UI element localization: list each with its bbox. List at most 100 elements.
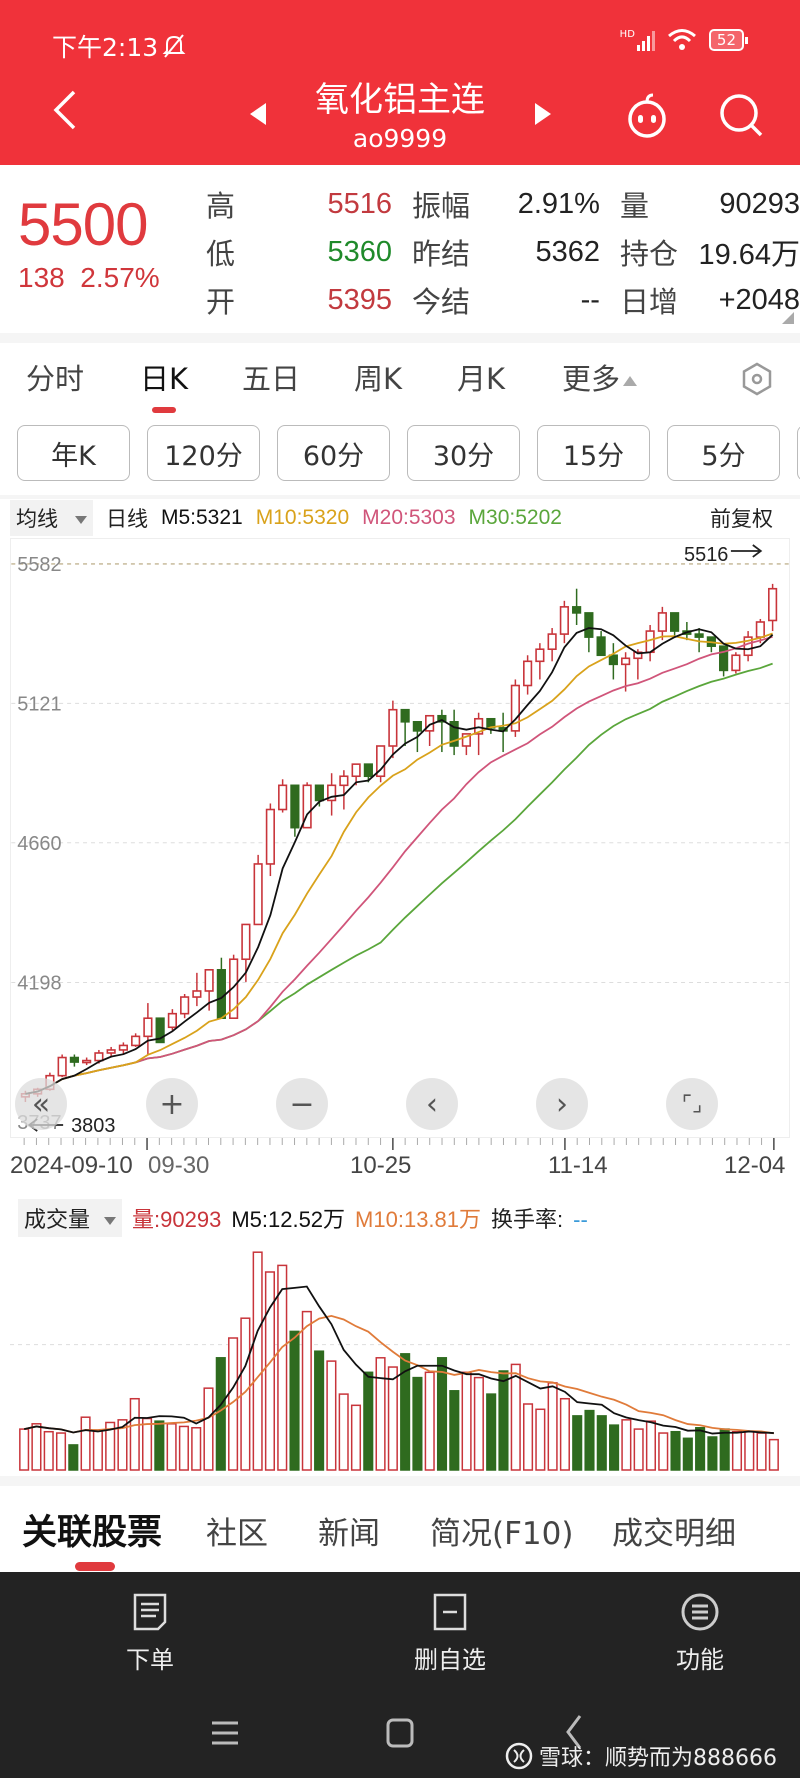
today-settle-value: -- xyxy=(580,283,600,316)
svg-text:4198: 4198 xyxy=(17,972,61,994)
volume-m5: M5:12.52万 xyxy=(231,1207,346,1232)
low-value: 5360 xyxy=(327,235,392,268)
expand-quote-icon[interactable] xyxy=(782,312,794,324)
period-year-k[interactable]: 年K xyxy=(17,425,130,481)
volume-value: 量:90293 xyxy=(132,1207,222,1232)
robot-assistant-icon[interactable] xyxy=(622,92,672,138)
battery-icon: 52 xyxy=(708,29,749,51)
chart-tabs: 分时 日K 五日 周K 月K 更多 xyxy=(0,356,800,412)
turnover-label: 换手率: -- xyxy=(491,1207,588,1232)
daily-change-oi-value: +2048 xyxy=(718,283,800,316)
tab-f10-overview[interactable]: 简况(F10) xyxy=(430,1516,574,1552)
adjust-mode-button[interactable]: 前复权 xyxy=(710,508,773,531)
prev-contract-button[interactable] xyxy=(250,103,266,125)
xueqiu-logo-icon xyxy=(505,1742,533,1770)
order-button[interactable]: 下单 xyxy=(90,1592,210,1675)
action-bar: 下单 删自选 功能 雪球：顺势而为888666 xyxy=(0,1572,800,1778)
period-15min[interactable]: 15分 xyxy=(537,425,650,481)
zoom-in-button[interactable]: + xyxy=(146,1078,198,1130)
tab-news[interactable]: 新闻 xyxy=(318,1516,380,1552)
volume-value: 90293 xyxy=(719,187,800,220)
status-time: 下午2:13 xyxy=(52,33,159,62)
next-contract-button[interactable] xyxy=(535,103,551,125)
open-value: 5395 xyxy=(327,283,392,316)
fullscreen-button[interactable]: ⌜⌟ xyxy=(666,1078,718,1130)
price-change: 138 2.57% xyxy=(18,262,160,293)
divider xyxy=(0,333,800,343)
settings-hex-icon[interactable] xyxy=(740,362,774,396)
ma20-value: M20:5303 xyxy=(362,506,456,529)
signal-icon: HD xyxy=(620,29,655,51)
tab-five-day[interactable]: 五日 xyxy=(242,362,301,396)
bell-muted-icon xyxy=(162,34,186,58)
x-label: 11-14 xyxy=(548,1152,608,1179)
ma-legend: 均线 日线 M5:5321 M10:5320 M20:5303 M30:5202… xyxy=(10,500,800,536)
period-buttons: 年K 120分 60分 30分 15分 5分 xyxy=(17,425,800,481)
jump-start-button[interactable]: « xyxy=(15,1078,67,1130)
watermark: 雪球：顺势而为888666 xyxy=(505,1740,777,1772)
caret-up-icon xyxy=(623,376,638,386)
remove-watchlist-button[interactable]: 删自选 xyxy=(390,1592,510,1675)
volume-m10: M10:13.81万 xyxy=(355,1207,482,1232)
wifi-icon xyxy=(667,29,696,50)
quote-row-high: 高 5516 振幅 2.91% 量 90293 xyxy=(206,187,800,224)
system-back-icon[interactable] xyxy=(564,1714,584,1750)
quote-row-open: 开 5395 今结 -- 日增 +2048 xyxy=(206,283,800,320)
menu-circle-icon xyxy=(681,1593,719,1631)
x-label-start: 2024-09-10 xyxy=(10,1152,133,1179)
tab-more[interactable]: 更多 xyxy=(562,356,638,398)
tab-trade-details[interactable]: 成交明细 xyxy=(612,1516,736,1552)
remove-watchlist-icon xyxy=(433,1593,467,1631)
contract-code: ao9999 xyxy=(352,124,448,153)
quote-grid: 高 5516 振幅 2.91% 量 90293 低 5360 昨结 5362 持… xyxy=(206,180,800,324)
volume-legend: 成交量 量:90293 M5:12.52万 M10:13.81万 换手率: -- xyxy=(18,1198,798,1238)
period-30min[interactable]: 30分 xyxy=(407,425,520,481)
info-tabs: 关联股票 社区 新闻 简况(F10) 成交明细 xyxy=(0,1500,800,1560)
status-bar-left: 下午2:13 xyxy=(52,28,186,64)
svg-text:4660: 4660 xyxy=(17,833,61,855)
zoom-out-button[interactable]: − xyxy=(276,1078,328,1130)
volume-chart[interactable] xyxy=(10,1238,790,1474)
dropdown-icon xyxy=(75,516,87,525)
status-bar-right: HD 52 xyxy=(620,28,749,52)
svg-text:3803: 3803 xyxy=(71,1115,115,1137)
x-label-end: 12-04 xyxy=(724,1152,786,1179)
volume-indicator-select[interactable]: 成交量 xyxy=(18,1199,123,1237)
scroll-left-button[interactable]: ‹ xyxy=(406,1078,458,1130)
page-title: 氧化铝主连 xyxy=(315,80,485,120)
period-60min[interactable]: 60分 xyxy=(277,425,390,481)
x-axis-ticks xyxy=(23,1138,775,1150)
divider xyxy=(0,1476,800,1486)
svg-text:5582: 5582 xyxy=(17,554,61,576)
candlestick-chart[interactable]: 5582512146604198373755163803 xyxy=(10,538,790,1138)
scroll-right-button[interactable]: › xyxy=(536,1078,588,1130)
tab-weekly-k[interactable]: 周K xyxy=(354,362,403,396)
period-5min[interactable]: 5分 xyxy=(667,425,780,481)
search-icon[interactable] xyxy=(718,92,764,138)
divider xyxy=(0,495,800,499)
tab-related-stocks[interactable]: 关联股票 xyxy=(22,1513,163,1553)
ma10-value: M10:5320 xyxy=(255,506,350,529)
recent-apps-icon[interactable] xyxy=(210,1720,240,1746)
dropdown-icon xyxy=(104,1217,117,1226)
chart-controls: « + − ‹ › ⌜⌟ xyxy=(0,1078,800,1138)
app-header: 下午2:13 HD 52 氧化铝主连 ao9999 xyxy=(0,0,800,165)
ma-indicator-select[interactable]: 均线 xyxy=(10,500,93,536)
home-icon[interactable] xyxy=(386,1718,414,1748)
tab-intraday[interactable]: 分时 xyxy=(26,362,85,396)
order-document-icon xyxy=(133,1593,167,1631)
functions-button[interactable]: 功能 xyxy=(640,1592,760,1675)
prev-settle-value: 5362 xyxy=(535,235,600,268)
x-label: 10-25 xyxy=(350,1152,412,1179)
ma30-value: M30:5202 xyxy=(468,506,562,529)
period-120min[interactable]: 120分 xyxy=(147,425,260,481)
last-price: 5500 xyxy=(18,191,148,258)
tab-daily-k[interactable]: 日K xyxy=(140,362,189,396)
ma-type: 日线 xyxy=(106,508,148,531)
tab-monthly-k[interactable]: 月K xyxy=(457,362,506,396)
ma5-value: M5:5321 xyxy=(161,506,243,529)
tab-community[interactable]: 社区 xyxy=(206,1516,268,1552)
svg-text:5516: 5516 xyxy=(684,544,728,566)
x-label: 09-30 xyxy=(148,1152,210,1179)
back-button[interactable] xyxy=(50,90,80,130)
